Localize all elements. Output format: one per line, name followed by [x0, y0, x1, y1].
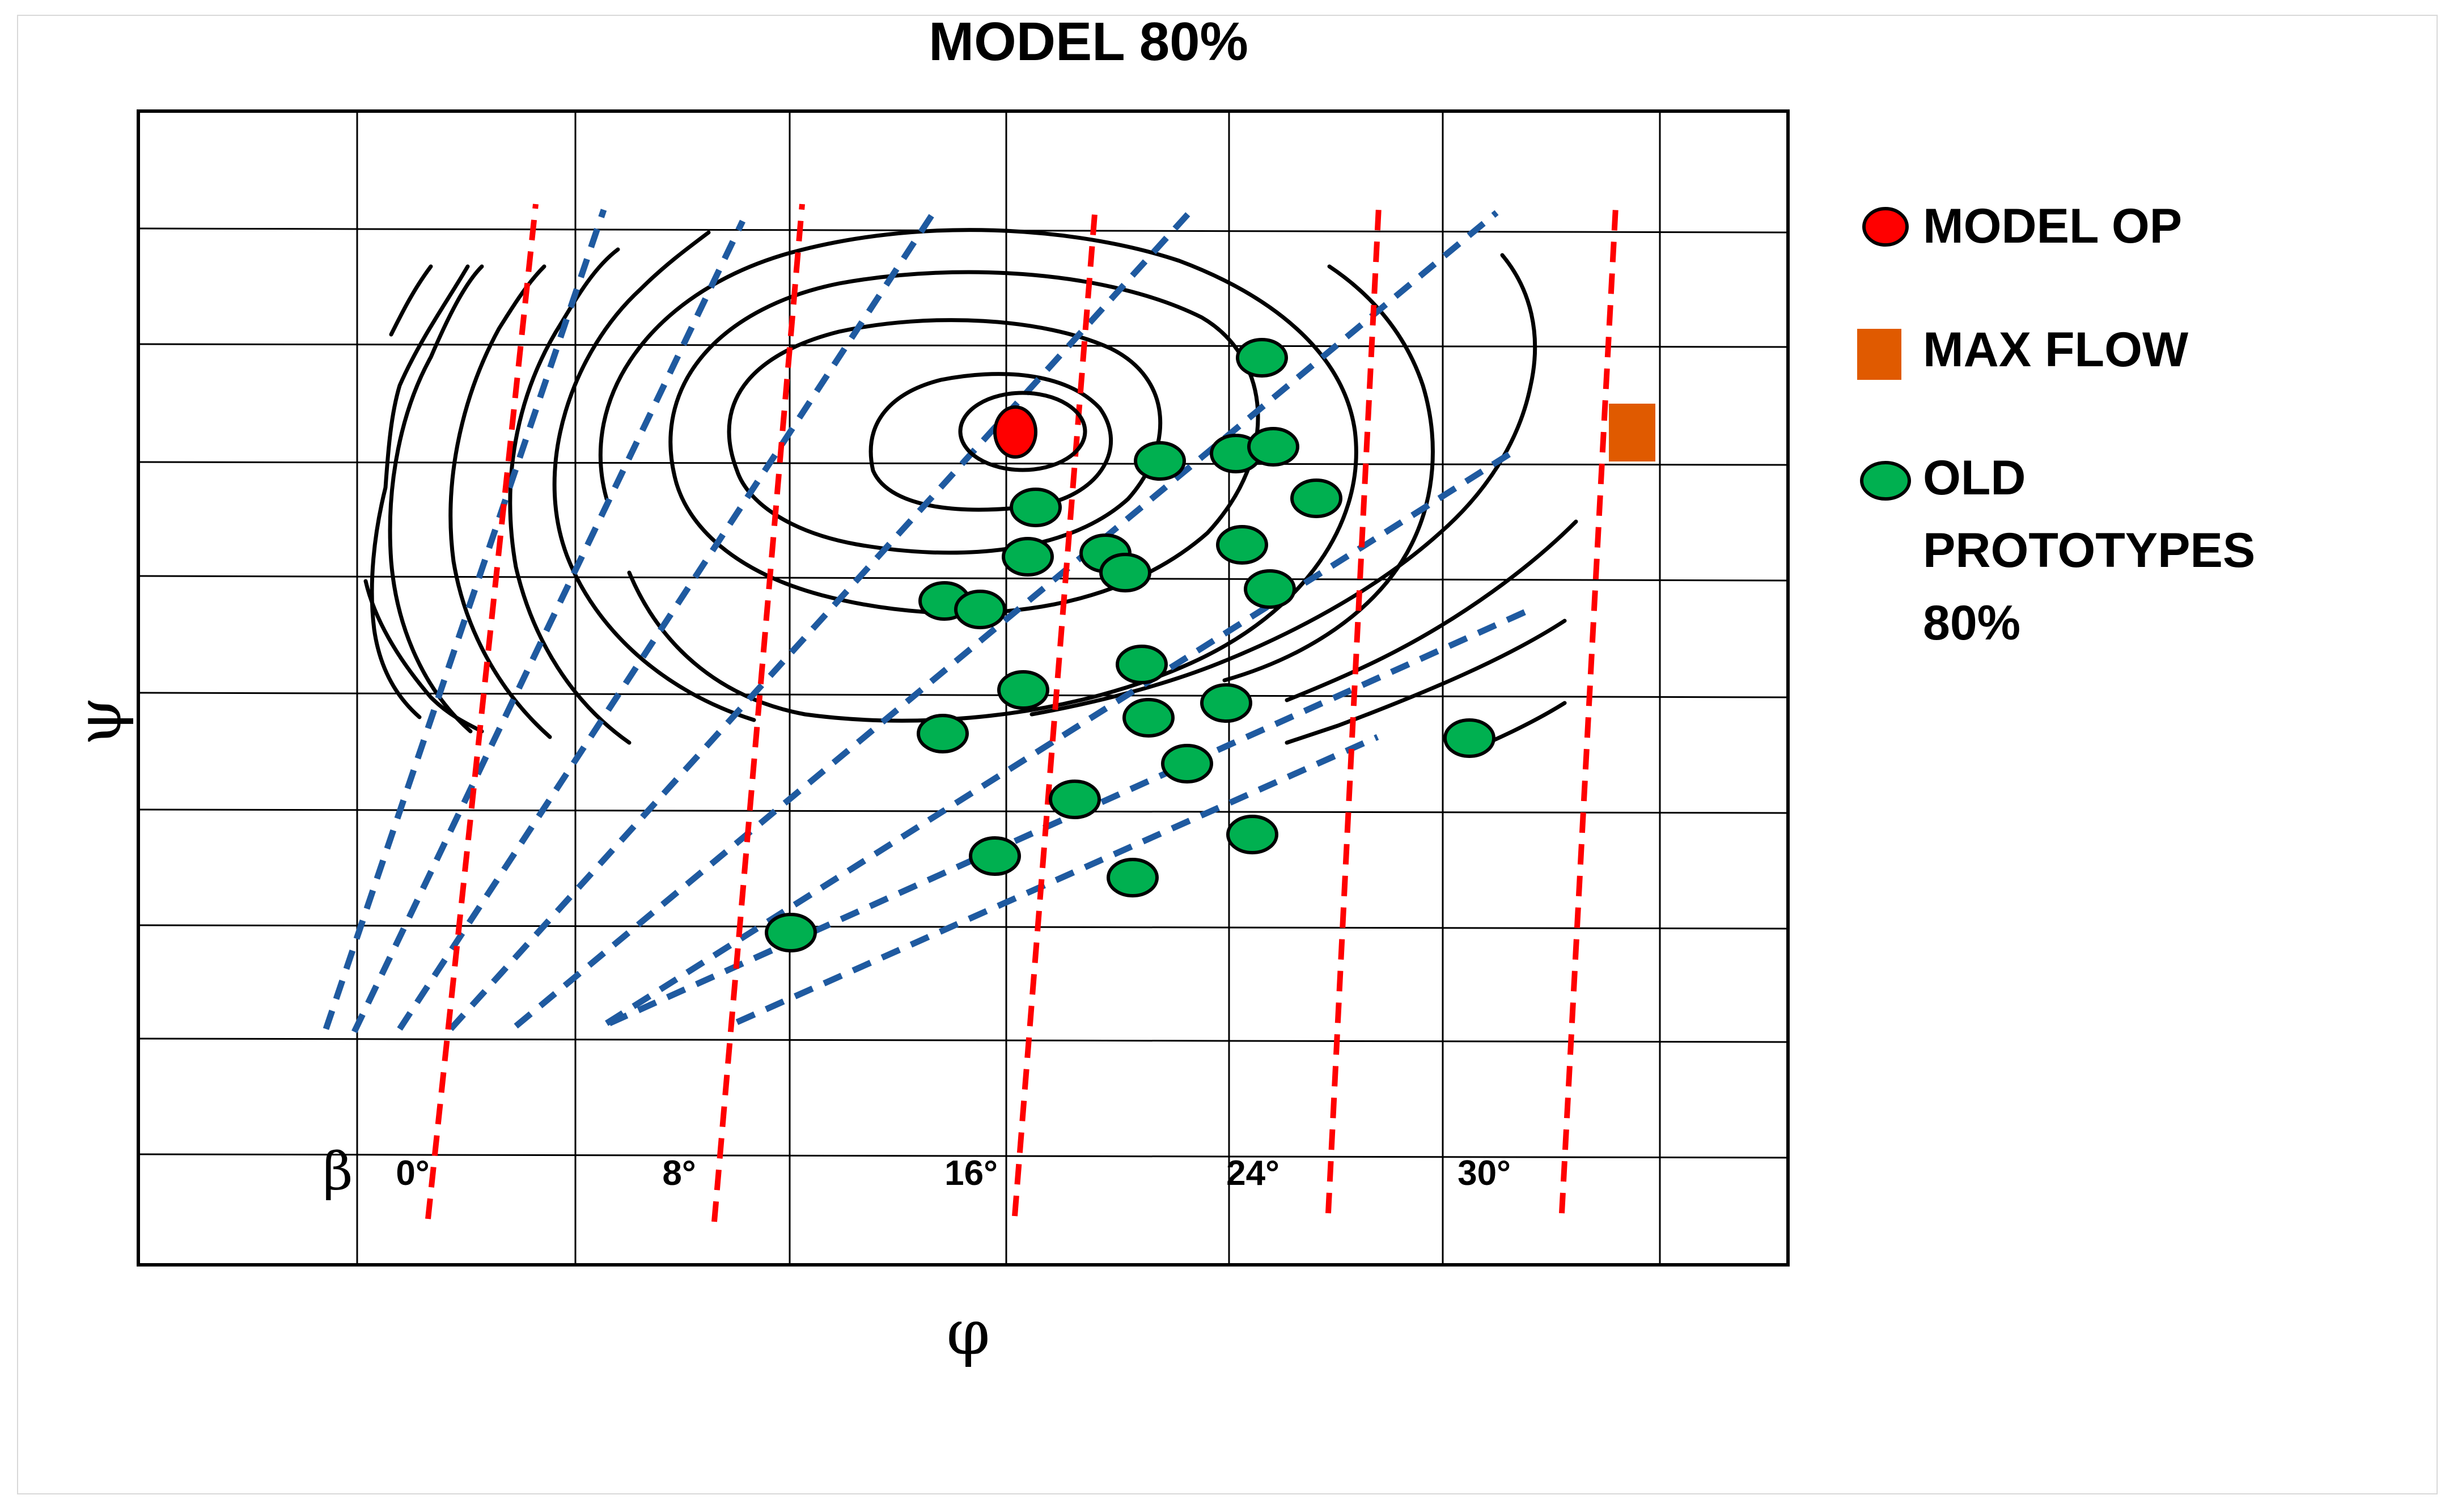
prototype-point [1116, 645, 1168, 684]
beta-line-1 [711, 204, 805, 1222]
beta-label-30: 30° [1457, 1154, 1511, 1193]
efficiency-contour-7 [388, 264, 484, 734]
prototype-point [1244, 569, 1296, 609]
prototype-point [1107, 858, 1159, 897]
legend-prototypes-label-line1: OLD [1923, 451, 2026, 505]
prototype-point [1010, 488, 1062, 527]
grid-line-h-8 [138, 1153, 1788, 1159]
grid-line-h-4 [138, 692, 1788, 698]
x-axis-label: φ [946, 1296, 990, 1369]
y-axis-label: ψ [62, 697, 135, 746]
legend-max-flow-label: MAX FLOW [1923, 323, 2189, 377]
beta-lines [425, 204, 1618, 1222]
legend: MODEL OP MAX FLOW OLD PROTOTYPES 80% [1857, 199, 2255, 650]
prototype-point [1236, 338, 1288, 378]
prototype-point [1247, 427, 1299, 467]
grid-line-h-6 [138, 924, 1788, 930]
efficiency-contour-15 [1486, 701, 1567, 745]
efficiency-contour-3 [598, 228, 1358, 723]
legend-max-flow-marker [1857, 329, 1901, 380]
efficiency-contour-10 [363, 579, 484, 734]
beta-symbol: β [323, 1141, 353, 1202]
prototype-point [1216, 525, 1268, 565]
flow-line-6 [608, 606, 1532, 1027]
flow-line-3 [448, 210, 1192, 1031]
prototype-point [969, 836, 1021, 876]
flow-line-7 [735, 734, 1379, 1026]
efficiency-contour-6 [448, 264, 552, 739]
grid-line-h-3 [138, 575, 1788, 582]
prototype-point [1134, 441, 1186, 481]
efficiency-contour-13 [1285, 519, 1578, 702]
prototype-point [1226, 815, 1278, 854]
efficiency-contour-8 [370, 264, 470, 719]
prototype-point [997, 670, 1049, 710]
efficiency-contour-12 [1029, 253, 1537, 717]
prototype-point [1290, 478, 1342, 518]
prototype-point [1161, 744, 1213, 783]
prototype-point [1122, 698, 1175, 738]
beta-line-4 [1559, 206, 1618, 1214]
model-op-oval [958, 391, 1087, 472]
legend-prototypes-label-line2: PROTOTYPES [1923, 523, 2255, 578]
prototype-point [954, 590, 1006, 629]
model-op-point [993, 405, 1037, 459]
beta-label-0: 0° [396, 1154, 429, 1193]
efficiency-contour-11 [1222, 264, 1435, 683]
flow-line-0 [323, 209, 607, 1030]
chart-title: MODEL 80% [929, 11, 1248, 72]
flow-line-2 [397, 207, 938, 1031]
prototype-point [765, 913, 817, 952]
beta-line-3 [1325, 206, 1382, 1214]
legend-prototypes-marker [1860, 461, 1911, 501]
legend-model-op-label: MODEL OP [1923, 199, 2182, 253]
beta-label-24: 24° [1226, 1154, 1279, 1193]
grid-line-h-1 [138, 343, 1788, 348]
flow-line-1 [351, 219, 745, 1034]
legend-prototypes-label-line3: 80% [1923, 596, 2020, 650]
prototype-points [765, 338, 1495, 952]
prototype-point [1443, 718, 1495, 758]
efficiency-contour-9 [389, 264, 433, 337]
efficiency-contour-4 [552, 230, 756, 722]
flow-line-5 [605, 445, 1521, 1026]
prototype-point [1200, 683, 1252, 723]
prototype-point [917, 714, 969, 753]
prototype-point [1049, 780, 1101, 819]
legend-model-op-marker [1862, 207, 1909, 247]
flow-line-4 [514, 210, 1499, 1029]
beta-line-2 [1012, 206, 1098, 1217]
beta-line-0 [425, 204, 539, 1219]
plot-border [137, 109, 1790, 1267]
flow-lines [323, 207, 1532, 1034]
beta-label-16: 16° [944, 1154, 998, 1193]
plot-area [138, 111, 1788, 1265]
max-flow-point [1609, 404, 1655, 461]
prototype-point [1099, 553, 1151, 592]
prototype-point [1002, 537, 1054, 577]
beta-label-8: 8° [662, 1154, 696, 1193]
grid-line-h-7 [138, 1037, 1788, 1043]
grid-line-h-5 [138, 808, 1788, 814]
efficiency-contour-0 [868, 372, 1113, 512]
efficiency-contour-14 [1285, 619, 1567, 745]
efficiency-contour-1 [727, 318, 1163, 555]
